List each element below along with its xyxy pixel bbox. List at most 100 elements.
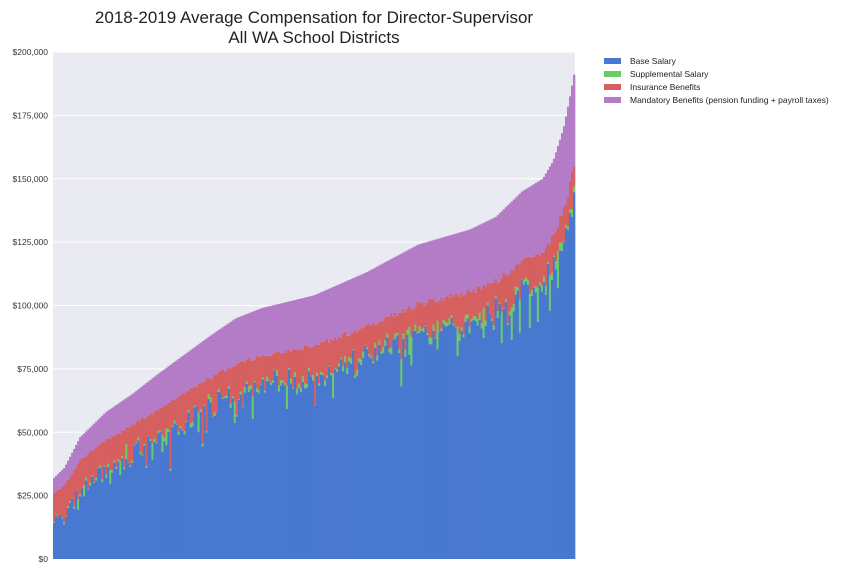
- base-salary-bar: [340, 359, 343, 559]
- mandatory-benefits-bar: [183, 354, 186, 394]
- supplemental-salary-bar: [293, 372, 297, 378]
- mandatory-benefits-bar: [267, 306, 271, 356]
- base-salary-bar: [235, 416, 239, 559]
- supplemental-salary-bar: [251, 396, 255, 419]
- base-salary-bar: [289, 383, 293, 559]
- mandatory-benefits-bar: [424, 242, 427, 306]
- supplemental-salary-bar: [466, 314, 469, 319]
- supplemental-salary-bar: [326, 375, 329, 379]
- legend-item-base-salary: Base Salary: [604, 54, 829, 67]
- base-salary-bar: [307, 371, 311, 559]
- chart-title: 2018-2019 Average Compensation for Direc…: [53, 8, 575, 48]
- insurance-benefits-bar: [464, 294, 467, 315]
- insurance-benefits-bar: [67, 479, 70, 507]
- mandatory-benefits-bar: [299, 298, 303, 350]
- supplemental-salary-bar: [480, 323, 483, 329]
- insurance-benefits-bar: [458, 296, 461, 334]
- insurance-benefits-bar: [424, 305, 427, 326]
- y-tick-label: $25,000: [17, 491, 48, 501]
- insurance-benefits-bar: [131, 424, 134, 461]
- insurance-benefits-bar: [99, 443, 102, 466]
- mandatory-benefits-bar: [167, 366, 170, 403]
- insurance-benefits-bar: [167, 402, 170, 430]
- mandatory-benefits-bar: [380, 264, 383, 322]
- base-salary-bar: [127, 462, 130, 559]
- supplemental-salary-bar: [352, 349, 355, 351]
- supplemental-salary-bar: [291, 388, 295, 389]
- mandatory-benefits-bar: [111, 407, 114, 436]
- mandatory-benefits-bar: [245, 313, 249, 360]
- supplemental-salary-bar: [163, 438, 166, 442]
- insurance-benefits-bar: [69, 476, 72, 502]
- supplemental-salary-bar: [460, 327, 463, 331]
- mandatory-benefits-bar: [95, 421, 98, 448]
- insurance-benefits-bar: [460, 292, 463, 328]
- supplemental-salary-bar: [560, 242, 564, 251]
- mandatory-benefits-bar: [318, 293, 321, 345]
- mandatory-benefits-bar: [438, 238, 441, 301]
- base-salary-bar: [380, 353, 383, 559]
- mandatory-benefits-bar: [508, 203, 512, 275]
- insurance-benefits-bar: [177, 396, 180, 432]
- mandatory-benefits-bar: [430, 240, 433, 300]
- mandatory-benefits-bar: [570, 85, 574, 171]
- supplemental-salary-bar: [117, 459, 120, 462]
- insurance-benefits-bar: [173, 400, 176, 421]
- supplemental-salary-bar: [301, 376, 305, 382]
- mandatory-benefits-bar: [185, 353, 188, 391]
- mandatory-benefits-bar: [382, 263, 385, 322]
- insurance-benefits-bar: [147, 415, 150, 437]
- supplemental-salary-bar: [93, 481, 96, 483]
- insurance-benefits-bar: [426, 302, 429, 333]
- mandatory-benefits-bar: [145, 383, 148, 418]
- insurance-benefits-bar: [536, 253, 540, 288]
- base-salary-bar: [143, 445, 146, 559]
- mandatory-benefits-bar: [510, 201, 514, 269]
- insurance-benefits-bar: [446, 295, 449, 324]
- mandatory-benefits-bar: [550, 163, 554, 236]
- chart-title-line-1: 2018-2019 Average Compensation for Direc…: [94, 8, 534, 27]
- supplemental-salary-bar: [131, 460, 134, 463]
- mandatory-benefits-bar: [203, 339, 206, 382]
- supplemental-salary-bar: [454, 326, 457, 328]
- base-salary-bar: [388, 352, 391, 559]
- supplemental-salary-bar: [554, 261, 558, 270]
- base-salary-bar: [386, 337, 389, 559]
- supplemental-salary-bar: [502, 308, 506, 310]
- mandatory-benefits-bar: [93, 423, 96, 451]
- supplemental-salary-bar: [484, 320, 488, 326]
- supplemental-salary-bar: [253, 381, 257, 383]
- mandatory-benefits-bar: [259, 308, 263, 357]
- mandatory-benefits-bar: [466, 230, 469, 290]
- supplemental-salary-bar: [269, 382, 273, 385]
- supplemental-salary-bar: [356, 369, 359, 376]
- base-salary-bar: [500, 343, 504, 559]
- base-salary-bar: [61, 518, 64, 559]
- mandatory-benefits-bar: [524, 189, 528, 258]
- mandatory-benefits-bar: [243, 314, 247, 363]
- insurance-benefits-bar: [309, 347, 313, 376]
- mandatory-benefits-bar: [352, 278, 355, 333]
- y-tick-label: $50,000: [17, 427, 48, 437]
- supplemental-salary-bar: [338, 363, 341, 367]
- supplemental-salary-bar: [538, 282, 542, 286]
- supplemental-salary-bar: [77, 499, 80, 510]
- insurance-benefits-bar: [374, 324, 377, 344]
- base-salary-bar: [486, 305, 490, 559]
- insurance-benefits-bar: [89, 451, 92, 483]
- mandatory-benefits-bar: [153, 376, 156, 413]
- mandatory-benefits-bar: [123, 399, 126, 431]
- base-salary-bar: [460, 330, 463, 559]
- mandatory-benefits-bar: [498, 213, 502, 282]
- base-salary-bar: [536, 321, 540, 559]
- supplemental-salary-bar: [271, 380, 275, 383]
- supplemental-salary-bar: [289, 378, 293, 384]
- mandatory-benefits-bar: [257, 309, 261, 358]
- insurance-benefits-bar: [546, 242, 550, 262]
- mandatory-benefits-bar: [253, 310, 257, 360]
- mandatory-benefits-bar: [157, 373, 160, 411]
- base-salary-bar: [468, 333, 471, 559]
- supplemental-salary-bar: [95, 477, 98, 481]
- insurance-benefits-bar: [243, 362, 247, 388]
- insurance-benefits-bar: [305, 345, 309, 385]
